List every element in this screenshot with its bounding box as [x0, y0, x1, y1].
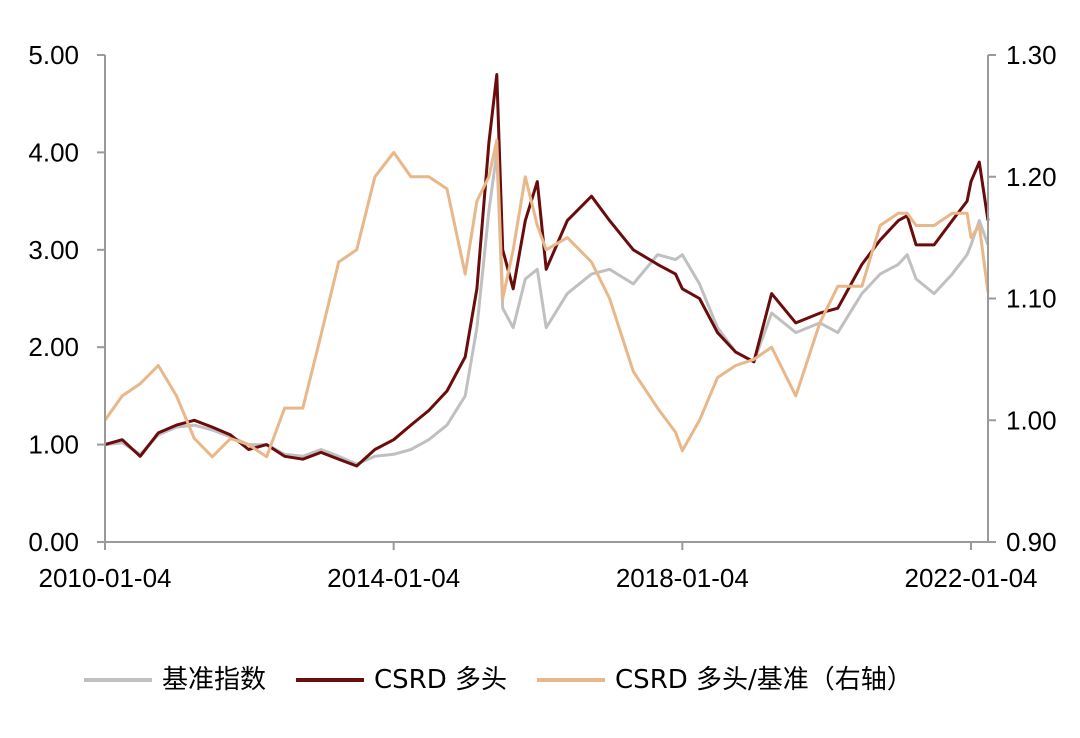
- series-line-2: [104, 73, 990, 468]
- x-tick-label: 2010-01-04: [39, 563, 172, 593]
- x-tick-label: 2014-01-04: [327, 563, 460, 593]
- legend-label: CSRD 多头/基准（右轴）: [615, 665, 913, 695]
- left-y-tick-label: 2.00: [28, 332, 79, 362]
- left-y-tick-label: 5.00: [28, 40, 79, 70]
- right-y-tick-label: 1.10: [1006, 284, 1057, 314]
- right-y-tick-label: 0.90: [1006, 527, 1057, 557]
- left-y-tick-label: 4.00: [28, 137, 79, 167]
- left-y-tick-label: 3.00: [28, 235, 79, 265]
- legend-label: 基准指数: [162, 665, 266, 695]
- legend-label: CSRD 多头: [374, 665, 507, 695]
- series-line-3: [103, 138, 990, 459]
- x-tick-label: 2018-01-04: [616, 563, 749, 593]
- right-y-tick-label: 1.30: [1006, 40, 1057, 70]
- right-y-tick-label: 1.20: [1006, 162, 1057, 192]
- left-y-tick-label: 0.00: [28, 527, 79, 557]
- left-y-tick-label: 1.00: [28, 430, 79, 460]
- series-line-1: [104, 150, 990, 466]
- x-tick-label: 2022-01-04: [905, 563, 1038, 593]
- right-y-tick-label: 1.00: [1006, 405, 1057, 435]
